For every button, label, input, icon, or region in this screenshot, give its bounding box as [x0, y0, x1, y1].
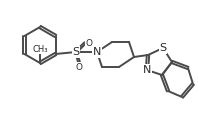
Text: CH₃: CH₃ — [32, 45, 48, 54]
Text: O: O — [75, 62, 83, 71]
Text: N: N — [143, 65, 151, 75]
Text: O: O — [86, 38, 92, 47]
Text: S: S — [159, 43, 167, 53]
Text: N: N — [93, 47, 101, 57]
Text: S: S — [72, 47, 80, 57]
